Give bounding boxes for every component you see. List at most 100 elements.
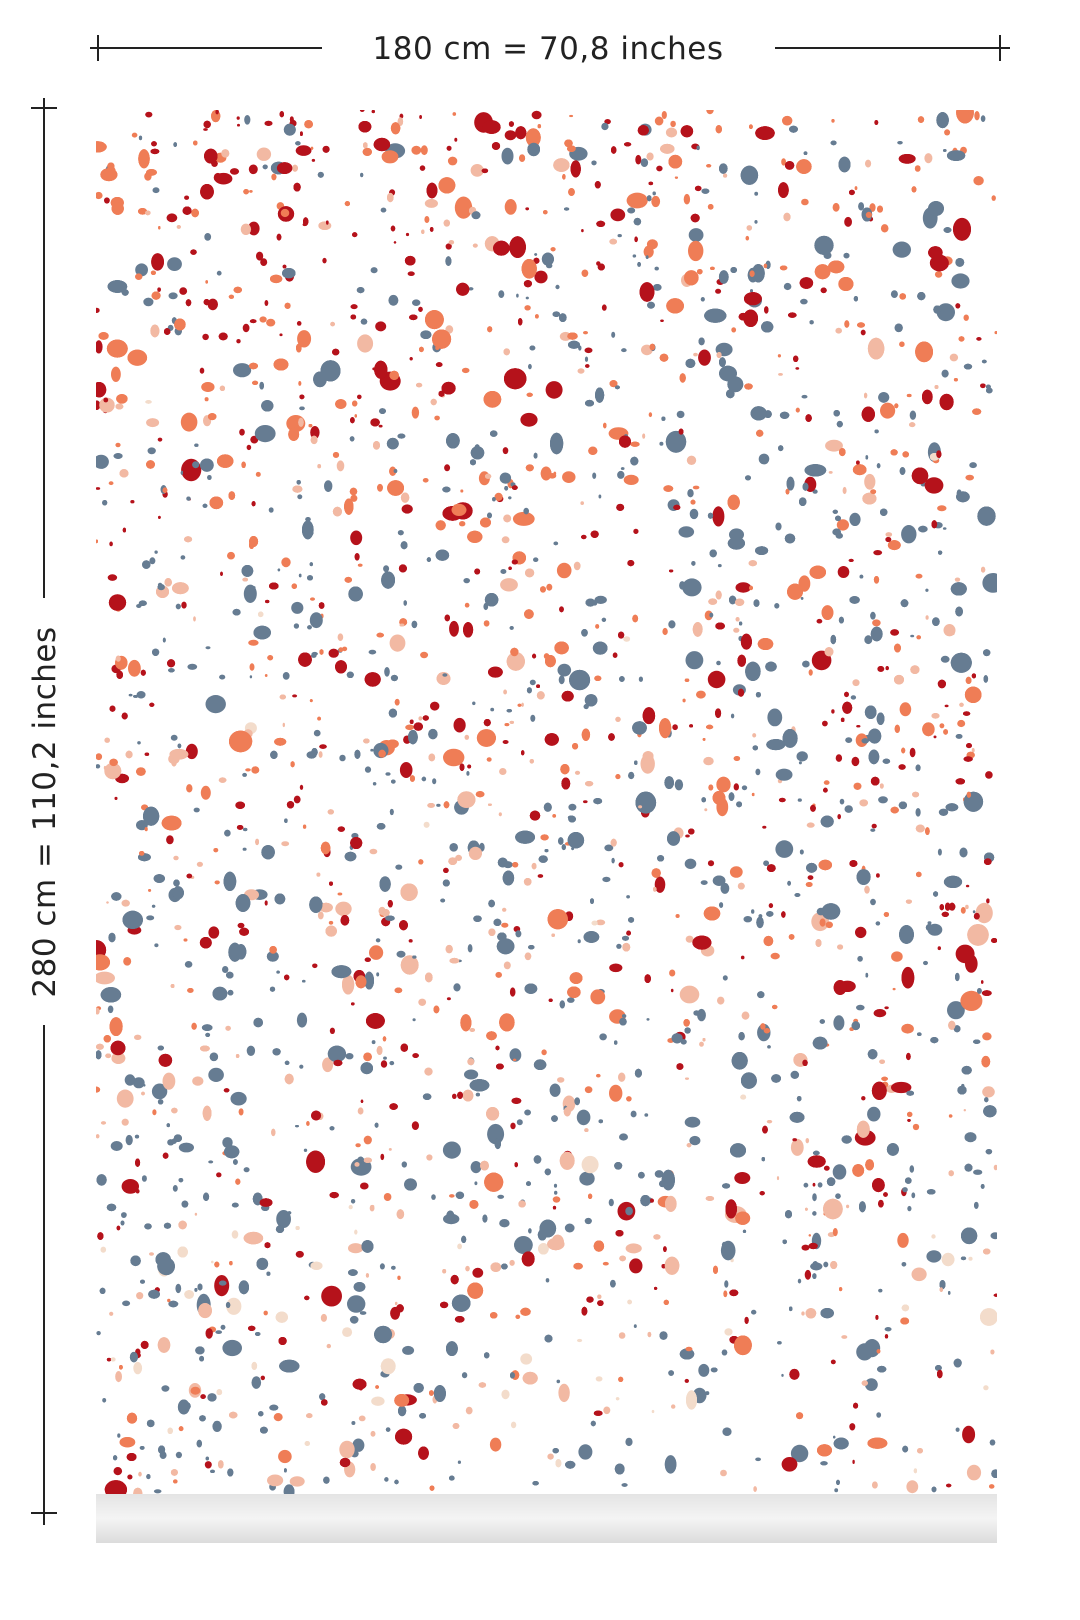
speckle (849, 189, 855, 196)
speckle (451, 503, 467, 516)
speckle (508, 566, 512, 570)
speckle (176, 225, 181, 229)
speckle (521, 259, 537, 279)
speckle (515, 126, 527, 140)
speckle (721, 1349, 728, 1356)
speckle (702, 738, 706, 741)
speckle (358, 121, 372, 133)
speckle (102, 1398, 107, 1403)
speckle (269, 946, 277, 954)
speckle (984, 858, 992, 865)
speckle (723, 173, 728, 178)
speckle (342, 974, 355, 995)
speckle (907, 1119, 911, 1122)
speckle (707, 670, 726, 689)
speckle (260, 258, 268, 266)
speckle (906, 1480, 919, 1494)
speckle (279, 1359, 300, 1373)
speckle (692, 485, 700, 490)
speckle (121, 899, 130, 907)
speckle (229, 730, 253, 753)
speckle (584, 356, 589, 362)
speckle (534, 253, 538, 256)
speckle (162, 1152, 169, 1159)
speckle (573, 561, 581, 571)
speckle (126, 1453, 137, 1461)
speckle (595, 919, 606, 926)
speckle (151, 904, 156, 908)
speckle (872, 1481, 878, 1489)
speckle (298, 573, 302, 578)
speckle (192, 461, 200, 469)
speckle (305, 517, 311, 522)
speckle (167, 257, 182, 271)
speckle (852, 1459, 855, 1464)
speckle (192, 1076, 204, 1086)
speckle (419, 165, 426, 171)
speckle (626, 895, 630, 899)
speckle (821, 903, 841, 920)
speckle (912, 1123, 920, 1131)
speckle (591, 920, 598, 926)
speckle (830, 1261, 838, 1269)
speckle (469, 1200, 479, 1209)
speckle (490, 1312, 498, 1319)
speckle (483, 602, 489, 611)
speckle (955, 1427, 960, 1432)
speckle (111, 1052, 126, 1064)
speckle (585, 781, 594, 787)
speckle (96, 971, 115, 985)
speckle (387, 192, 394, 203)
speckle (219, 385, 225, 391)
speckle (523, 878, 532, 886)
speckle (283, 1484, 295, 1494)
speckle (464, 1069, 479, 1080)
speckle (958, 336, 965, 342)
speckle (363, 1135, 372, 1145)
speckle (444, 614, 450, 622)
speckle (378, 424, 383, 428)
speckle (150, 324, 160, 338)
speckle (395, 1428, 413, 1445)
speckle (751, 264, 765, 283)
speckle (448, 857, 458, 865)
speckle (783, 212, 791, 222)
speckle (528, 945, 535, 950)
speckle (99, 1287, 106, 1294)
speckle (397, 1275, 401, 1281)
speckle (486, 757, 492, 762)
speckle (399, 920, 408, 931)
speckle (940, 655, 950, 663)
speckle (262, 164, 268, 170)
speckle (805, 1138, 810, 1144)
speckle (688, 828, 695, 835)
speckle (193, 807, 200, 813)
speckle (541, 252, 554, 266)
speckle (384, 667, 390, 677)
speckle (745, 235, 750, 241)
speckle (837, 944, 844, 950)
speckle (710, 266, 715, 270)
speckle (496, 1063, 504, 1070)
speckle (959, 847, 968, 858)
speckle (222, 1137, 233, 1148)
speckle (871, 1081, 887, 1100)
speckle (136, 691, 146, 699)
speckle (760, 1023, 766, 1030)
speckle (833, 1437, 849, 1450)
speckle (654, 266, 659, 271)
speckle (663, 1299, 669, 1305)
speckle (172, 1185, 178, 1192)
speckle (122, 527, 126, 533)
speckle (887, 540, 901, 551)
speckle (300, 131, 303, 136)
speckle (817, 1444, 832, 1457)
speckle (864, 885, 870, 894)
speckle (949, 353, 959, 362)
speckle (292, 485, 303, 493)
speckle (916, 635, 921, 640)
speckle (642, 751, 654, 762)
speckle (264, 900, 268, 906)
speckle (256, 147, 272, 161)
